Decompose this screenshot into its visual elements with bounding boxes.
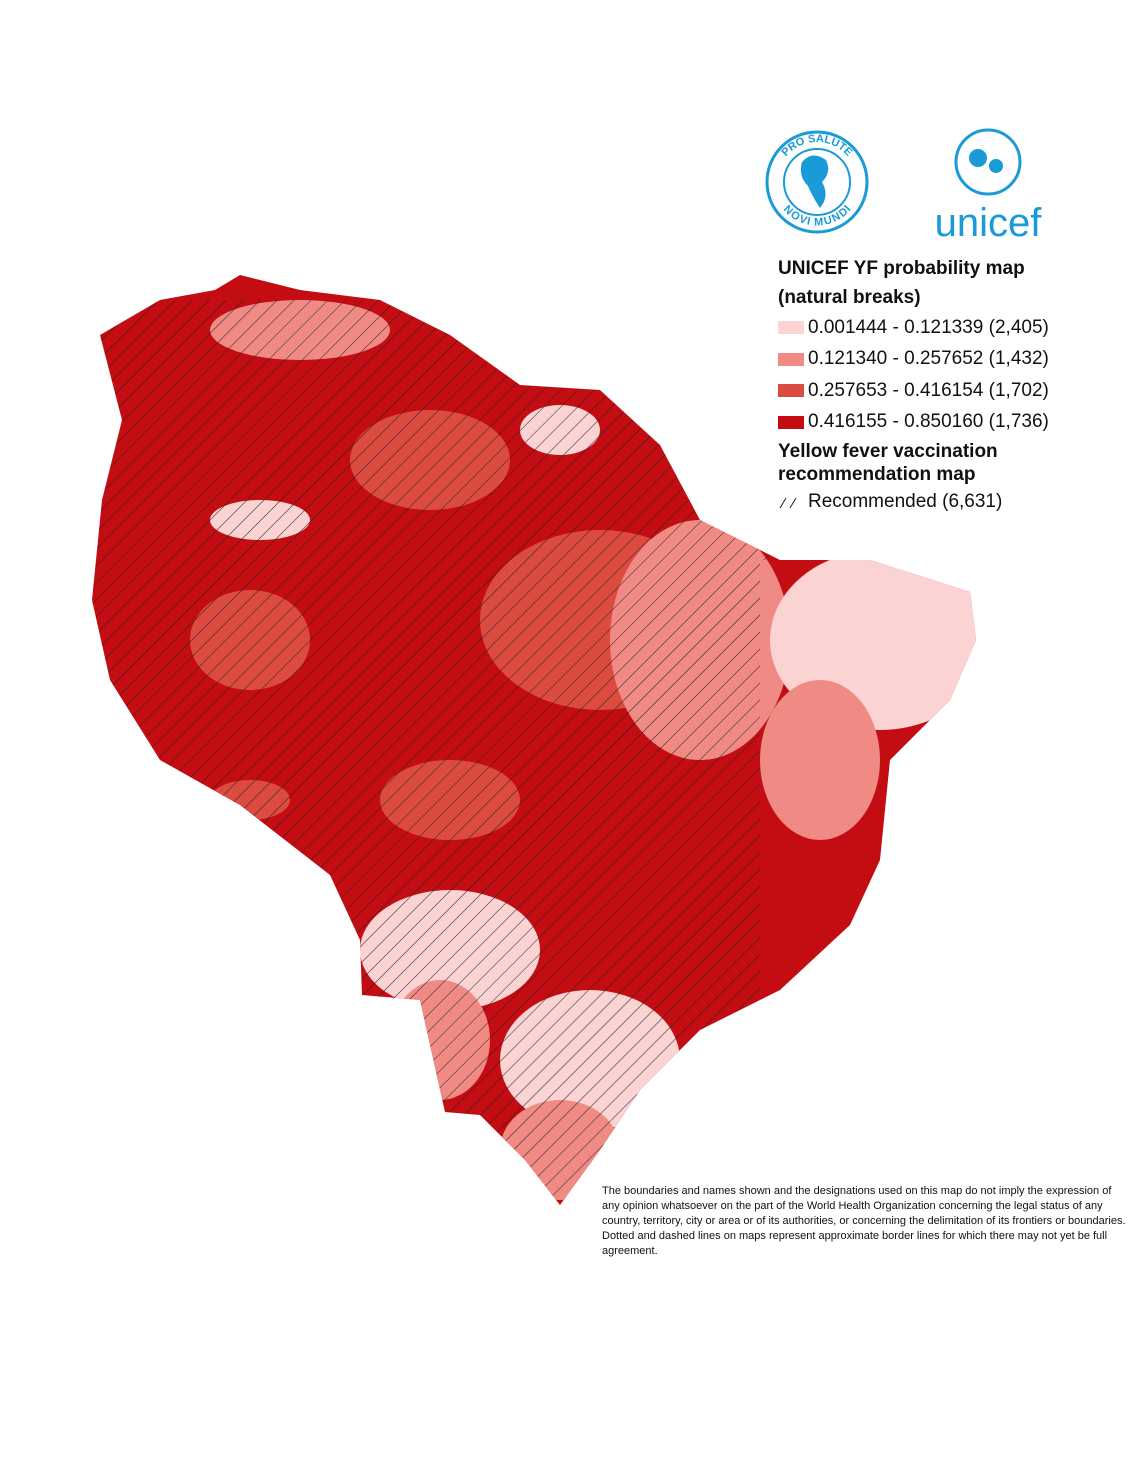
hatch-swatch bbox=[779, 497, 797, 509]
legend-label: 0.121340 - 0.257652 (1,432) bbox=[808, 348, 1049, 370]
legend-title: UNICEF YF probability map (natural break… bbox=[778, 258, 1025, 308]
hatch-line bbox=[779, 497, 787, 509]
legend-items: 0.001444 - 0.121339 (2,405) 0.121340 - 0.… bbox=[778, 312, 1108, 438]
unicef-logo: unicef bbox=[935, 128, 1043, 245]
legend-swatch bbox=[778, 352, 804, 366]
legend-label: 0.001444 - 0.121339 (2,405) bbox=[808, 316, 1049, 338]
paho-logo: PRO SALUTE NOVI MUNDI bbox=[765, 130, 869, 234]
legend-item: 0.121340 - 0.257652 (1,432) bbox=[778, 344, 1108, 376]
legend-label: Recommended (6,631) bbox=[808, 490, 1003, 512]
legend-item: 0.257653 - 0.416154 (1,702) bbox=[778, 375, 1108, 407]
legend-swatch bbox=[778, 384, 804, 398]
unicef-wordmark: unicef bbox=[935, 201, 1043, 245]
legend-label: 0.257653 - 0.416154 (1,702) bbox=[808, 379, 1049, 401]
legend-item: Recommended (6,631) bbox=[778, 486, 1108, 518]
legend-swatch bbox=[778, 321, 804, 335]
paho-top-text: PRO SALUTE bbox=[779, 133, 854, 159]
legend-item: 0.416155 - 0.850160 (1,736) bbox=[778, 407, 1108, 439]
legend-label: 0.416155 - 0.850160 (1,736) bbox=[808, 411, 1049, 433]
hatch-line bbox=[789, 497, 797, 509]
legend-swatch bbox=[778, 415, 804, 429]
disclaimer: The boundaries and names shown and the d… bbox=[602, 1185, 1126, 1257]
legend: UNICEF YF probability map (natural break… bbox=[778, 254, 1108, 518]
paho-top: PRO SALUTE bbox=[779, 133, 854, 159]
legend2-title: Yellow fever vaccination recommendation … bbox=[778, 441, 998, 485]
legend2-items: Recommended (6,631) bbox=[778, 486, 1108, 518]
legend-item: 0.001444 - 0.121339 (2,405) bbox=[778, 312, 1108, 344]
